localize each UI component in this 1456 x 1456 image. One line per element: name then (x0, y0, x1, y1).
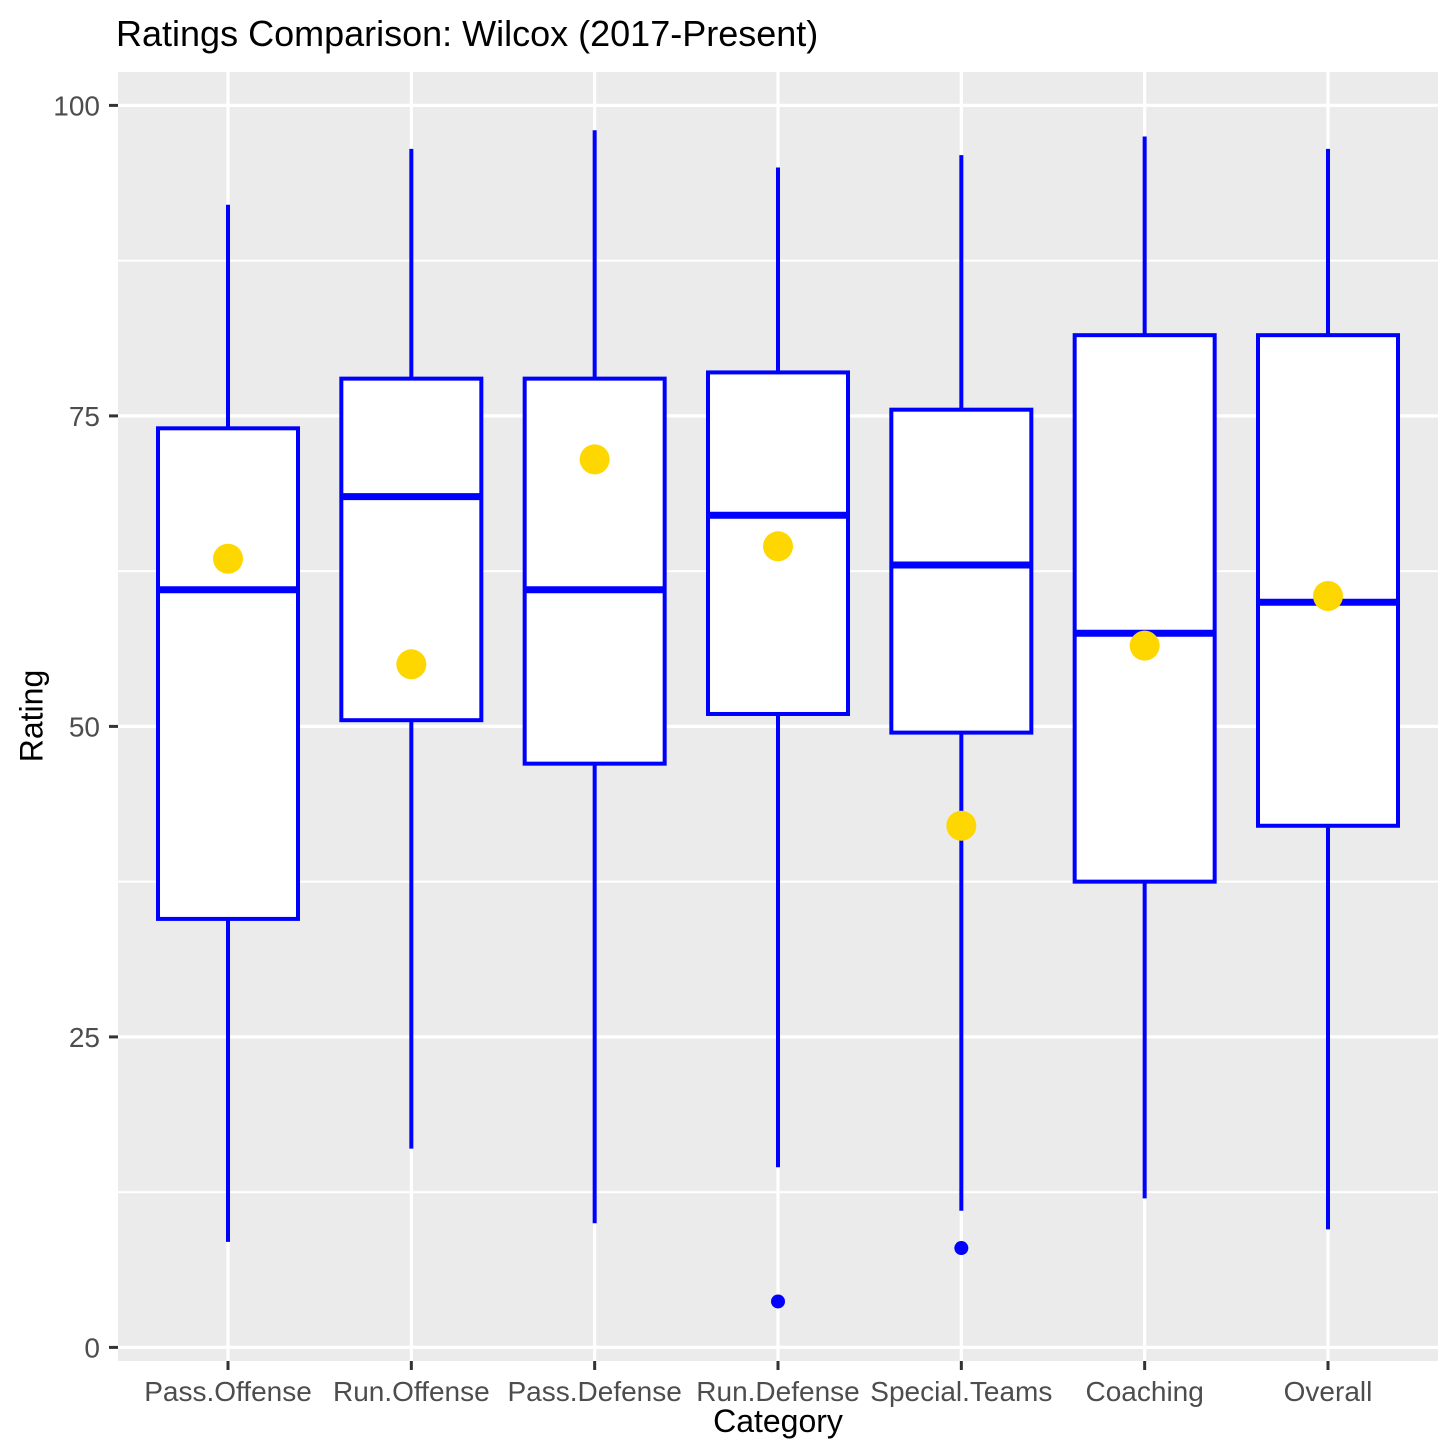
mean-point-pass-offense (213, 543, 243, 574)
box-coaching (1072, 333, 1217, 884)
box-pass-defense (522, 376, 667, 766)
box-overall (1256, 333, 1400, 828)
mean-point-coaching (1129, 630, 1160, 661)
x-axis-title: Category (713, 1403, 843, 1439)
mean-point-special-teams (946, 810, 977, 841)
box-special-teams (889, 407, 1034, 735)
mean-point-pass-defense (579, 444, 610, 475)
mean-point-overall (1313, 580, 1343, 611)
box-pass-offense (156, 426, 300, 921)
x-tick-label: Run.Defense (696, 1376, 859, 1407)
y-tick-label: 100 (53, 90, 100, 121)
mean-point-run-defense (763, 531, 793, 562)
x-tick-label: Special.Teams (870, 1376, 1052, 1407)
outlier-point-special-teams (954, 1241, 969, 1256)
y-tick-label: 75 (69, 401, 100, 432)
chart-title: Ratings Comparison: Wilcox (2017-Present… (116, 13, 819, 54)
x-tick-label: Overall (1284, 1376, 1373, 1407)
y-tick-label: 25 (69, 1022, 100, 1053)
x-tick-label: Coaching (1086, 1376, 1204, 1407)
y-axis-title: Rating (13, 669, 50, 763)
x-tick-label: Pass.Defense (508, 1376, 682, 1407)
outlier-point-run-defense (771, 1294, 785, 1309)
mean-point-run-offense (396, 649, 427, 680)
x-tick-label: Pass.Offense (144, 1376, 312, 1407)
y-tick-label: 50 (69, 711, 100, 742)
y-tick-label: 0 (84, 1332, 100, 1363)
x-tick-label: Run.Offense (333, 1376, 490, 1407)
